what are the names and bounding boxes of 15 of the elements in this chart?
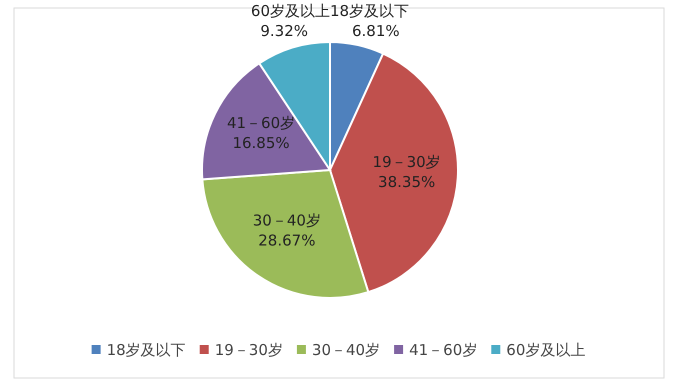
slice-label: 30－40岁 [252, 212, 321, 230]
slice-label: 18岁及以下 [330, 2, 410, 20]
legend-label: 19－30岁 [214, 341, 283, 359]
slice-label: 60岁及以上 [250, 2, 330, 20]
legend-label: 41－60岁 [409, 341, 478, 359]
data-label: 28.67% [258, 232, 316, 250]
legend-label: 30－40岁 [312, 341, 380, 359]
data-label: 38.35% [378, 172, 436, 191]
slice-label: 41－60岁 [226, 114, 296, 132]
legend-label: 18岁及以下 [106, 341, 186, 359]
data-label: 16.85% [232, 134, 290, 152]
data-label: 9.32% [260, 22, 308, 40]
legend-label: 60岁及以上 [506, 341, 586, 359]
slice-label: 19－30岁 [372, 152, 441, 171]
data-label: 6.81% [352, 22, 400, 40]
